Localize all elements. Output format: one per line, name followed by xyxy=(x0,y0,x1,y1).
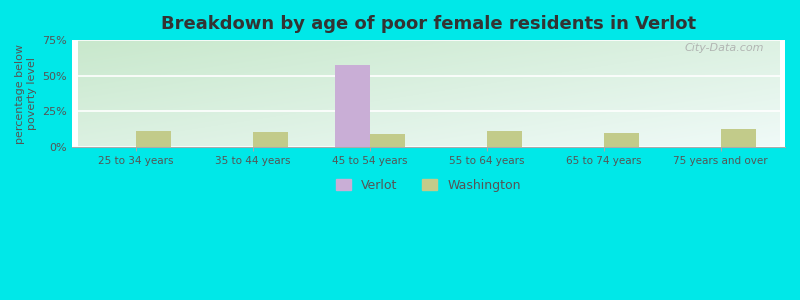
Bar xyxy=(487,131,522,147)
Y-axis label: percentage below
poverty level: percentage below poverty level xyxy=(15,44,37,144)
Bar xyxy=(335,65,370,147)
Bar xyxy=(253,132,288,147)
Bar xyxy=(370,134,405,147)
Text: City-Data.com: City-Data.com xyxy=(684,43,764,53)
Title: Breakdown by age of poor female residents in Verlot: Breakdown by age of poor female resident… xyxy=(161,15,696,33)
Bar xyxy=(604,133,639,147)
Bar xyxy=(721,129,756,147)
Legend: Verlot, Washington: Verlot, Washington xyxy=(331,173,526,196)
Bar xyxy=(136,131,171,147)
